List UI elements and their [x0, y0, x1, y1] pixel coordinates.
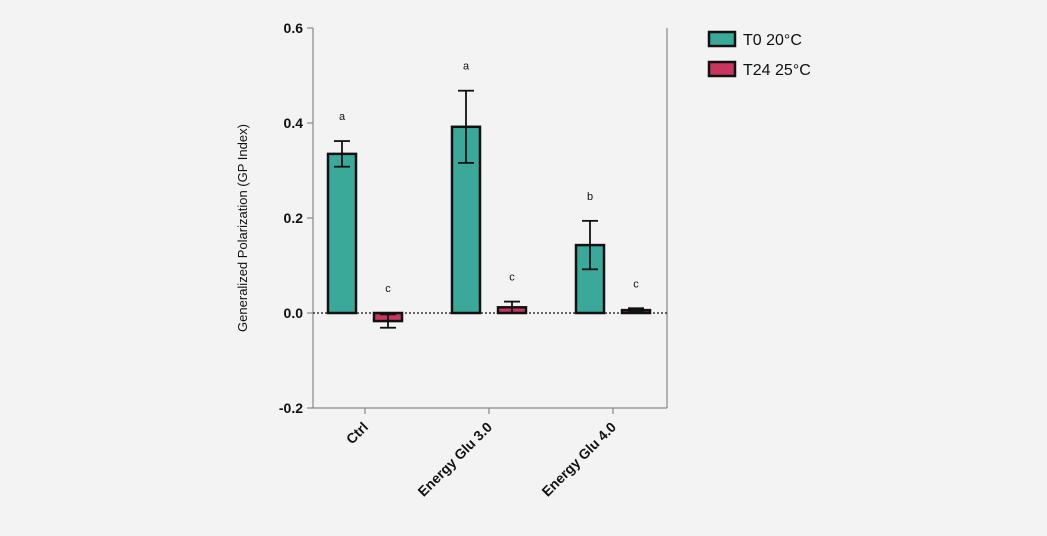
y-tick-label: 0.6: [284, 20, 304, 36]
y-tick-label: 0.0: [284, 305, 304, 321]
x-tick-label: Ctrl: [343, 419, 371, 447]
significance-label: a: [463, 61, 470, 73]
legend-label: T24 25°C: [743, 62, 811, 79]
y-tick-label: 0.2: [284, 210, 304, 226]
significance-label: c: [509, 272, 515, 284]
y-tick-label: 0.4: [284, 115, 304, 131]
legend-swatch: [707, 60, 737, 78]
legend-swatch: [707, 30, 737, 48]
significance-label: a: [339, 111, 346, 123]
legend: T0 20°C T24 25°C: [707, 30, 811, 79]
significance-label: c: [385, 283, 391, 295]
x-tick-label: Energy Glu 3.0: [414, 419, 495, 500]
y-axis-title: Generalized Polarization (GP Index): [235, 124, 250, 332]
y-tick-label: -0.2: [279, 400, 303, 416]
x-tick-label: Energy Glu 4.0: [538, 419, 619, 500]
bar: [326, 152, 358, 315]
legend-label: T0 20°C: [743, 32, 802, 49]
plot-area: -0.2 0.0 0.2 0.4 0.6 Generalized Polarization…: [235, 20, 668, 500]
bar: [574, 243, 606, 315]
significance-label: b: [587, 191, 593, 203]
significance-label: c: [633, 278, 639, 290]
